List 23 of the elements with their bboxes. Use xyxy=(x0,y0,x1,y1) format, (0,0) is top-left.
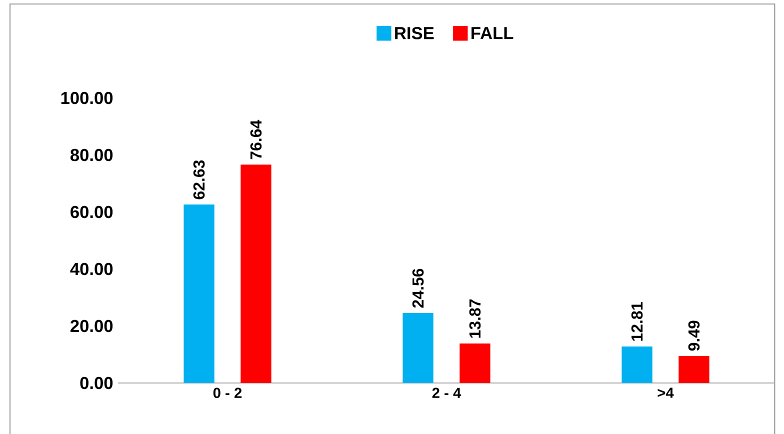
x-tick-label: 0 - 2 xyxy=(213,388,242,398)
x-tick-label: 2 - 4 xyxy=(432,388,462,398)
bar xyxy=(184,204,214,383)
data-label: 76.64 xyxy=(250,120,262,160)
y-tick-label: 100.00 xyxy=(61,92,113,104)
bar xyxy=(460,343,490,383)
legend-label: FALL xyxy=(472,27,514,40)
data-label: 12.81 xyxy=(631,302,643,341)
data-label: 9.49 xyxy=(688,320,700,351)
data-label: 62.63 xyxy=(193,160,205,200)
bar xyxy=(678,356,710,383)
bar xyxy=(240,164,272,383)
y-tick-label: 20.00 xyxy=(70,320,113,332)
data-label: 24.56 xyxy=(412,268,424,308)
bar xyxy=(402,312,434,383)
legend-label: RISE xyxy=(395,26,434,40)
y-tick-label: 40.00 xyxy=(70,262,113,276)
bar xyxy=(622,346,652,383)
y-tick-label: 80.00 xyxy=(70,148,113,162)
x-tick-label: >4 xyxy=(658,388,674,398)
y-tick-label: 0.00 xyxy=(80,376,113,390)
data-label: 13.87 xyxy=(469,299,481,338)
y-tick-label: 60.00 xyxy=(70,206,113,218)
